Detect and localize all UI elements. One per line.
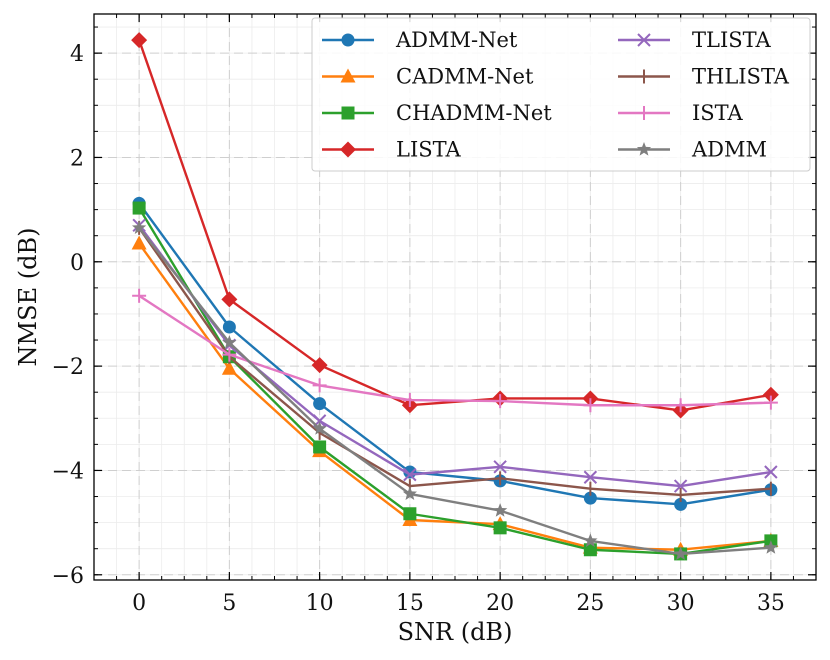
data-point-chadmm-net (493, 521, 507, 535)
data-point-admm (402, 486, 418, 500)
legend-label-admm: ADMM (691, 138, 767, 162)
data-point-admm (312, 421, 327, 435)
data-point-chadmm-net (583, 543, 597, 557)
series-admm (131, 220, 779, 560)
data-point-tlista (673, 479, 688, 493)
legend-item-cadmm-net: CADMM-Net (322, 65, 534, 89)
series-line-admm (138, 227, 771, 556)
data-point-ista (673, 398, 688, 413)
x-tick-label: 5 (222, 591, 236, 616)
series-line-lista (137, 39, 772, 412)
legend-item-thlista: THLISTA (618, 65, 790, 89)
y-tick-label: 2 (70, 146, 84, 171)
y-tick-label: 0 (70, 251, 84, 276)
data-point-ista (222, 347, 237, 362)
legend-label-thlista: THLISTA (692, 65, 790, 89)
data-point-ista (493, 394, 508, 409)
x-tick-label: 30 (667, 591, 695, 616)
legend-marker-tlista (637, 33, 651, 47)
data-point-lista (311, 357, 328, 374)
data-point-cadmm-net (221, 360, 237, 375)
data-point-tlista (583, 470, 598, 484)
x-tick-label: 20 (486, 591, 514, 616)
y-tick-label: −6 (52, 564, 84, 589)
data-point-admm (131, 220, 147, 234)
data-point-admm (583, 533, 598, 547)
legend-marker-admm (636, 142, 652, 156)
data-point-tlista (764, 465, 778, 479)
legend-marker-ista (637, 106, 651, 120)
data-point-lista (131, 32, 148, 49)
series-chadmm-net (132, 201, 778, 561)
data-point-ista (312, 378, 327, 393)
series-line-cadmm-net (138, 242, 771, 551)
legend-item-ista: ISTA (618, 101, 744, 125)
data-point-lista (762, 386, 779, 403)
legend-label-chadmm-net: CHADMM-Net (396, 101, 552, 125)
y-tick-label: −2 (52, 355, 84, 380)
data-point-admm (763, 540, 779, 554)
legend-label-lista: LISTA (396, 138, 461, 162)
data-point-ista (402, 393, 417, 408)
series-layer (131, 32, 779, 561)
series-line-ista (138, 294, 771, 407)
legend-box (311, 17, 811, 172)
data-point-admm-net (222, 320, 236, 334)
data-point-admm-net (313, 397, 327, 411)
series-line-chadmm-net (138, 207, 772, 556)
data-point-chadmm-net (132, 201, 146, 215)
data-point-admm (673, 546, 688, 560)
legend-label-tlista: TLISTA (692, 28, 771, 52)
data-point-tlista (493, 460, 507, 474)
legend-label-ista: ISTA (692, 101, 744, 125)
legend-item-chadmm-net: CHADMM-Net (322, 101, 552, 125)
series-ista (132, 288, 778, 413)
x-tick-label: 0 (132, 591, 146, 616)
legend-item-lista: LISTA (322, 138, 461, 162)
legend-item-tlista: TLISTA (618, 28, 771, 52)
legend-label-cadmm-net: CADMM-Net (396, 65, 534, 89)
data-point-admm (492, 503, 508, 517)
legend-marker-cadmm-net (340, 68, 356, 83)
data-point-ista (132, 288, 147, 303)
data-point-cadmm-net (131, 235, 147, 250)
data-point-tlista (403, 467, 417, 482)
y-tick-label: 4 (70, 42, 84, 67)
legend-item-admm: ADMM (618, 138, 767, 162)
legend: ADMM-Net CADMM-Net CHADMM-Net LISTA TLISTA TH… (311, 17, 811, 172)
series-lista (131, 32, 779, 419)
data-point-chadmm-net (403, 507, 417, 521)
series-line-thlista (138, 227, 771, 497)
x-axis-label: SNR (dB) (398, 618, 513, 646)
legend-label-admm-net: ADMM-Net (395, 28, 518, 52)
data-point-ista (583, 398, 598, 413)
data-point-admm-net (674, 497, 688, 511)
y-tick-label: −4 (52, 459, 84, 484)
legend-marker-admm-net (341, 33, 355, 47)
x-tick-label: 15 (396, 591, 424, 616)
x-tick-label: 10 (306, 591, 334, 616)
legend-marker-chadmm-net (341, 106, 355, 120)
data-point-chadmm-net (313, 440, 327, 454)
data-point-admm (222, 335, 237, 349)
x-tick-label: 25 (576, 591, 604, 616)
data-point-lista (221, 291, 238, 308)
legend-item-admm-net: ADMM-Net (322, 28, 518, 52)
legend-marker-lista (340, 141, 356, 158)
data-point-admm-net (583, 491, 597, 505)
data-point-ista (763, 395, 778, 410)
x-tick-label: 35 (757, 591, 785, 616)
y-axis-label: NMSE (dB) (14, 228, 42, 367)
series-line-admm-net (138, 202, 772, 506)
